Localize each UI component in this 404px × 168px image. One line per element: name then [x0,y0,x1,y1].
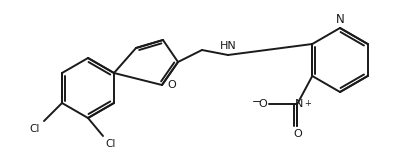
Text: N: N [336,13,344,26]
Text: Cl: Cl [29,124,40,134]
Text: O: O [167,80,176,90]
Text: +: + [304,99,311,108]
Text: Cl: Cl [105,139,116,149]
Text: O: O [293,129,302,139]
Text: HN: HN [220,41,236,51]
Text: N: N [295,99,303,109]
Text: −: − [252,97,261,107]
Text: O: O [259,99,267,109]
